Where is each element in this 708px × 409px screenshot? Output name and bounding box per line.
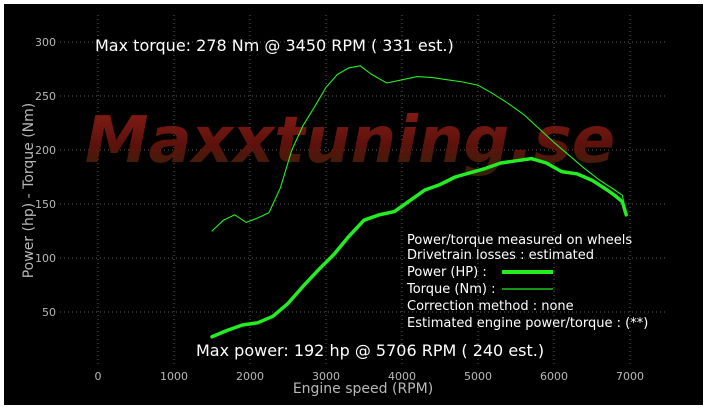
y-tick-label: 50: [42, 306, 56, 319]
tick-labels: 0 1000 2000 3000 4000 5000 6000 7000 50 100 150 200…: [35, 36, 644, 383]
torque-series-line: [211, 65, 627, 232]
max-torque-annotation: Max torque: 278 Nm @ 3450 RPM ( 331 est.…: [95, 36, 454, 55]
legend: Power/torque measured on wheels Drivetra…: [406, 233, 648, 331]
legend-torque-label: Torque (Nm) :: [406, 282, 495, 297]
watermark-logo: Maxxtuning.se: [85, 104, 615, 178]
y-tick-label: 100: [35, 252, 56, 265]
y-axis-label: Power (hp) - Torque (Nm): [21, 103, 37, 279]
x-axis-label: Engine speed (RPM): [293, 381, 433, 397]
legend-power-label: Power (HP) :: [407, 265, 487, 280]
x-tick-label: 3000: [312, 370, 340, 383]
x-tick-label: 2000: [236, 370, 264, 383]
x-tick-label: 6000: [540, 370, 568, 383]
series-lines: [210, 65, 628, 339]
legend-measured-text: Power/torque measured on wheels: [407, 233, 632, 248]
x-tick-label: 0: [95, 370, 102, 383]
y-tick-label: 250: [35, 90, 56, 103]
y-tick-label: 200: [35, 144, 56, 157]
power-series-line: [210, 156, 628, 339]
x-tick-label: 1000: [160, 370, 188, 383]
legend-drivetrain-text: Drivetrain losses : estimated: [407, 248, 594, 263]
x-tick-label: 4000: [388, 370, 416, 383]
legend-estimated-text: Estimated engine power/torque : (**): [407, 316, 648, 331]
max-power-annotation: Max power: 192 hp @ 5706 RPM ( 240 est.): [196, 341, 544, 360]
chart-background: [4, 4, 703, 405]
y-tick-label: 150: [35, 198, 56, 211]
x-tick-label: 7000: [616, 370, 644, 383]
x-tick-label: 5000: [464, 370, 492, 383]
legend-correction-text: Correction method : none: [407, 299, 574, 314]
y-tick-label: 300: [35, 36, 56, 49]
grid-lines: [60, 15, 668, 366]
